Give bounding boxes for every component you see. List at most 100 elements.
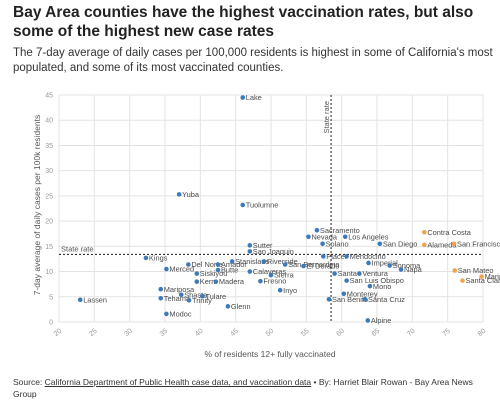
- county-marker: [247, 243, 253, 248]
- county-label: Siskiyou: [200, 269, 228, 278]
- county-point-26: Sierra: [268, 271, 295, 280]
- y-tick-label-9: 45: [45, 93, 53, 100]
- county-point-35: Mariposa: [158, 285, 195, 294]
- county-label: Kern: [200, 277, 216, 286]
- county-point-16: Del Norte: [186, 260, 223, 269]
- county-label: Ventura: [362, 269, 388, 278]
- county-label: Modoc: [169, 310, 191, 319]
- county-label: Fresno: [263, 277, 286, 286]
- county-point-28: Ventura: [357, 269, 389, 278]
- county-point-4: Nevada: [306, 232, 338, 241]
- county-marker: [258, 278, 263, 284]
- county-label: San Diego: [383, 239, 418, 248]
- county-label: Placer: [326, 252, 347, 261]
- county-point-1: Yuba: [176, 190, 200, 199]
- reference-lines: State rate State rate: [59, 95, 483, 322]
- county-marker: [365, 318, 371, 323]
- county-marker: [357, 271, 362, 276]
- county-label: Shasta: [184, 290, 208, 299]
- x-axis-title: % of residents 12+ fully vaccinated: [204, 349, 335, 359]
- source-link[interactable]: California Department of Public Health c…: [44, 377, 312, 387]
- county-label: Contra Costa: [427, 228, 471, 237]
- county-point-0: Lake: [240, 93, 262, 102]
- county-point-38: Trinity: [186, 296, 212, 305]
- county-label: Los Angeles: [348, 232, 389, 241]
- county-point-23: Butte: [215, 266, 238, 275]
- county-marker: [240, 95, 246, 100]
- county-marker: [342, 234, 348, 240]
- county-point-22: Merced: [164, 265, 194, 274]
- county-label: Lassen: [83, 295, 107, 304]
- county-label: San Luis Obispo: [350, 276, 404, 285]
- county-marker: [344, 278, 349, 283]
- county-point-42: Santa Cruz: [362, 295, 405, 304]
- county-point-25: Siskiyou: [194, 269, 228, 278]
- x-tick-label-9: 65: [371, 328, 382, 338]
- county-marker: [387, 263, 393, 268]
- county-label: Inyo: [283, 286, 297, 295]
- county-point-9: San Joaquin: [247, 247, 294, 256]
- y-tick-labels: 0 5 10 15 20 25 30 35 40 45: [45, 93, 53, 327]
- county-label: Mendocino: [350, 252, 386, 261]
- county-point-10: Placer: [320, 252, 348, 261]
- county-point-18: El Dorado: [301, 262, 339, 271]
- x-tick-label-4: 40: [194, 328, 205, 338]
- county-marker: [320, 241, 325, 247]
- county-label: Sierra: [274, 271, 295, 280]
- county-label: Trinity: [192, 296, 212, 305]
- x-tick-label-1: 25: [88, 328, 99, 338]
- county-point-40: Monterey: [341, 289, 378, 298]
- county-marker: [282, 262, 288, 267]
- chart-subtitle: The 7-day average of daily cases per 100…: [13, 47, 493, 74]
- county-marker: [158, 286, 164, 292]
- county-marker: [452, 268, 458, 273]
- county-marker: [320, 254, 326, 259]
- county-label: Solano: [326, 239, 349, 248]
- county-point-48: Alameda: [422, 240, 457, 249]
- county-marker: [194, 279, 200, 284]
- x-tick-label-7: 55: [300, 328, 311, 338]
- county-label: Santa Clara: [466, 276, 500, 285]
- county-marker: [332, 271, 337, 276]
- y-tick-label-8: 40: [45, 118, 53, 125]
- x-tick-label-10: 70: [406, 328, 417, 338]
- county-marker: [367, 283, 373, 289]
- county-point-8: Sutter: [247, 241, 273, 250]
- grid: [58, 94, 484, 323]
- x-tick-label-12: 80: [477, 328, 488, 338]
- county-point-34: Inyo: [277, 286, 297, 295]
- county-point-17: Amador: [215, 260, 247, 269]
- county-label: Marin: [485, 272, 500, 281]
- county-marker: [143, 255, 149, 261]
- county-marker: [158, 295, 164, 301]
- y-tick-label-0: 0: [49, 320, 53, 327]
- county-marker: [176, 192, 182, 197]
- county-point-7: San Diego: [377, 239, 418, 248]
- county-marker: [344, 254, 349, 259]
- county-marker: [460, 278, 465, 283]
- county-label: Del Norte: [191, 260, 222, 269]
- x-tick-label-6: 50: [265, 328, 276, 338]
- county-point-46: Alpine: [365, 316, 391, 325]
- county-marker: [341, 291, 347, 297]
- county-point-37: Tehama: [158, 294, 191, 303]
- x-tick-label-3: 35: [159, 328, 170, 338]
- county-point-27: Santa: [332, 269, 358, 278]
- county-label: Santa: [338, 269, 358, 278]
- county-marker: [186, 298, 192, 303]
- county-marker: [247, 249, 253, 254]
- county-point-6: Solano: [320, 239, 349, 248]
- county-label: Imperial: [372, 259, 399, 268]
- county-label: Lake: [246, 93, 262, 102]
- county-label: Sonoma: [393, 261, 421, 270]
- county-point-36: Shasta: [178, 290, 208, 299]
- county-marker: [247, 269, 253, 274]
- county-marker: [215, 267, 221, 273]
- source-prefix: Source:: [13, 377, 45, 387]
- county-point-12: Kings: [143, 254, 168, 263]
- county-label: Sacramento: [320, 226, 360, 235]
- county-label: Mono: [373, 282, 392, 291]
- x-tick-label-2: 30: [123, 328, 134, 338]
- scatter-chart: 0 5 10 15 20 25 30 35 40 45 20 25 30 35 40 45 50 55 60 65 7…: [32, 93, 500, 360]
